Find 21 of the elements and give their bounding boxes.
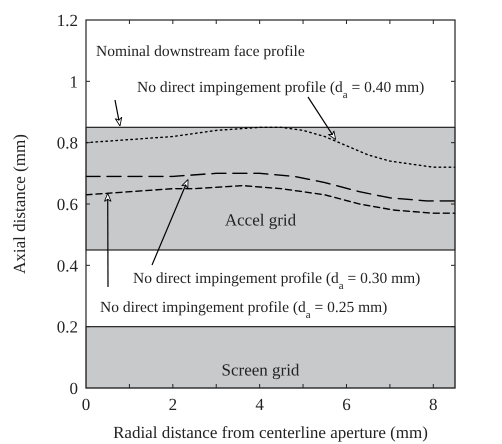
- y-tick-label: 0.8: [56, 134, 78, 153]
- band-label: Screen grid: [222, 360, 300, 380]
- x-axis-title: Radial distance from centerline aperture (mm): [113, 423, 428, 442]
- x-tick-label: 2: [168, 395, 178, 414]
- y-tick-label: 0.6: [56, 195, 78, 214]
- x-tick-label: 8: [429, 395, 438, 414]
- x-tick-label: 6: [342, 395, 351, 414]
- y-tick-label: 1.2: [56, 11, 78, 30]
- band-label: Accel grid: [224, 210, 297, 230]
- annotation: Nominal downstream face profile: [96, 43, 305, 60]
- y-tick-label: 0.2: [56, 318, 78, 337]
- annotation: No direct impingement profile (d$_{a}$ = 0.30 mm): [133, 270, 420, 292]
- y-tick-label: 0: [70, 379, 78, 398]
- y-tick-label: 1: [70, 72, 78, 92]
- x-tick-label: 4: [255, 395, 264, 414]
- y-axis-title: Axial distance (mm): [10, 134, 29, 274]
- y-tick-label: 0.4: [56, 256, 78, 276]
- line-series: [85, 172, 456, 202]
- annotation: No direct impingement profile (d$_{a}$ = 0.40 mm): [137, 79, 424, 101]
- annotation: No direct impingement profile (d$_{a}$ = 0.25 mm): [100, 299, 388, 321]
- x-tick-label: 0: [82, 395, 90, 414]
